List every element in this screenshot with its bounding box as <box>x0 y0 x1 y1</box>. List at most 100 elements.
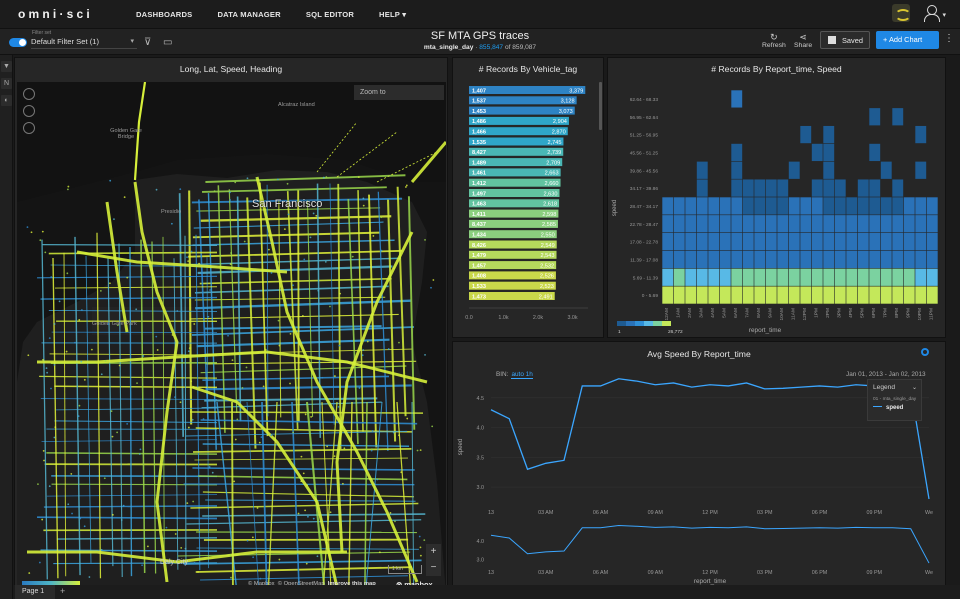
bar[interactable] <box>469 189 560 197</box>
heatmap-cell[interactable] <box>892 215 904 233</box>
heatmap-cell[interactable] <box>777 197 789 215</box>
layers-icon[interactable]: N <box>1 78 12 89</box>
heatmap-cell[interactable] <box>731 143 743 162</box>
heatmap-cell[interactable] <box>731 90 743 108</box>
more-options-icon[interactable]: ⋮ <box>944 33 954 44</box>
heatmap-cell[interactable] <box>754 215 766 233</box>
heatmap-cell[interactable] <box>662 268 674 286</box>
heatmap-cell[interactable] <box>731 161 743 179</box>
bar[interactable] <box>469 168 561 177</box>
heatmap-cell[interactable] <box>903 232 915 251</box>
heatmap-cell[interactable] <box>673 250 685 269</box>
heatmap-cell[interactable] <box>719 250 731 269</box>
heatmap-cell[interactable] <box>903 268 915 286</box>
heatmap-cell[interactable] <box>731 232 743 251</box>
heatmap-cell[interactable] <box>880 232 892 251</box>
nav-sql-editor[interactable]: SQL EDITOR <box>305 9 355 19</box>
heatmap-cell[interactable] <box>765 215 777 233</box>
heatmap-cell[interactable] <box>892 108 904 126</box>
heatmap-cell[interactable] <box>857 268 869 286</box>
heatmap-cell[interactable] <box>765 286 777 304</box>
heatmap-cell[interactable] <box>834 232 846 251</box>
heatmap-cell[interactable] <box>926 286 938 304</box>
bar[interactable] <box>469 281 556 290</box>
heatmap-cell[interactable] <box>823 143 835 162</box>
add-chart-button[interactable]: + Add Chart <box>876 31 939 49</box>
heatmap-cell[interactable] <box>777 250 789 269</box>
heatmap-cell[interactable] <box>662 286 674 304</box>
heatmap-cell[interactable] <box>869 286 881 304</box>
heatmap-cell[interactable] <box>880 250 892 269</box>
heatmap-cell[interactable] <box>708 215 720 233</box>
bar[interactable] <box>469 209 559 218</box>
heatmap-cell[interactable] <box>823 179 835 197</box>
heatmap-cell[interactable] <box>811 232 823 251</box>
heatmap-cell[interactable] <box>857 250 869 269</box>
heatmap-cell[interactable] <box>696 179 708 197</box>
heatmap-cell[interactable] <box>903 286 915 304</box>
heatmap-cell[interactable] <box>915 268 927 286</box>
heatmap-cell[interactable] <box>834 197 846 215</box>
filter-toggle[interactable] <box>9 38 27 47</box>
heatmap-cell[interactable] <box>719 232 731 251</box>
heatmap-cell[interactable] <box>880 215 892 233</box>
heatmap-cell[interactable] <box>834 250 846 269</box>
heatmap-cell[interactable] <box>742 268 754 286</box>
heatmap-cell[interactable] <box>811 179 823 197</box>
heatmap-cell[interactable] <box>662 197 674 215</box>
bar[interactable] <box>469 261 557 270</box>
heatmap-cell[interactable] <box>846 286 858 304</box>
heatmap-cell[interactable] <box>869 232 881 251</box>
heatmap-cell[interactable] <box>777 232 789 251</box>
dashboard-title[interactable]: SF MTA GPS traces <box>430 30 530 42</box>
heatmap-cell[interactable] <box>754 250 766 269</box>
heatmap-cell[interactable] <box>834 179 846 197</box>
heatmap-cell[interactable] <box>926 268 938 286</box>
attr-mapbox[interactable]: © Mapbox <box>248 581 275 587</box>
heatmap-cell[interactable] <box>811 197 823 215</box>
heatmap-cell[interactable] <box>915 215 927 233</box>
heatmap-cell[interactable] <box>708 232 720 251</box>
heatmap-cell[interactable] <box>846 250 858 269</box>
heatmap-cell[interactable] <box>765 197 777 215</box>
nav-dashboards[interactable]: DASHBOARDS <box>136 9 193 19</box>
line-chart[interactable]: 3.0 3.5 4.0 4.5 13 03 AM 06 AM 09 AM 12 PM 03 PM 0… <box>453 342 947 588</box>
chevron-down-icon[interactable]: ⌄ <box>911 385 917 391</box>
bar[interactable] <box>469 199 560 208</box>
heatmap-cell[interactable] <box>903 197 915 215</box>
heatmap-cell[interactable] <box>719 197 731 215</box>
jupyter-icon[interactable] <box>892 4 911 22</box>
pointmap-canvas[interactable] <box>17 82 446 594</box>
heatmap-cell[interactable] <box>915 250 927 269</box>
heatmap-cell[interactable] <box>731 286 743 304</box>
heatmap-cell[interactable] <box>685 250 697 269</box>
bin-value[interactable]: auto 1h <box>511 371 533 379</box>
bar[interactable] <box>469 96 577 105</box>
saved-button[interactable]: Saved <box>820 31 870 49</box>
heatmap-cell[interactable] <box>788 250 800 269</box>
heatmap-cell[interactable] <box>880 197 892 215</box>
filter-icon[interactable]: ⊽ <box>144 37 152 48</box>
bar[interactable] <box>469 219 558 228</box>
heatmap-cell[interactable] <box>823 286 835 304</box>
filter-set-select[interactable]: Default Filter Set (1) ▾ <box>31 37 137 49</box>
heatmap-cell[interactable] <box>823 215 835 233</box>
heatmap-cell[interactable] <box>811 286 823 304</box>
heatmap-cell[interactable] <box>857 232 869 251</box>
heatmap-chart[interactable]: 0 - 5.69 5.69 - 11.39 11.39 - 17.08 17.08 -… <box>608 58 947 339</box>
heatmap-cell[interactable] <box>823 250 835 269</box>
heatmap-cell[interactable] <box>857 215 869 233</box>
heatmap-cell[interactable] <box>800 286 812 304</box>
heatmap-cell[interactable] <box>846 232 858 251</box>
heatmap-cell[interactable] <box>800 250 812 269</box>
heatmap-cell[interactable] <box>834 215 846 233</box>
heatmap-cell[interactable] <box>765 179 777 197</box>
heatmap-cell[interactable] <box>696 232 708 251</box>
heatmap-cell[interactable] <box>662 215 674 233</box>
gear-icon[interactable] <box>921 348 929 356</box>
heatmap-cell[interactable] <box>823 268 835 286</box>
bin-selector[interactable]: BIN: auto 1h <box>496 371 533 379</box>
heatmap-cell[interactable] <box>926 197 938 215</box>
heatmap-cell[interactable] <box>685 215 697 233</box>
heatmap-cell[interactable] <box>719 286 731 304</box>
